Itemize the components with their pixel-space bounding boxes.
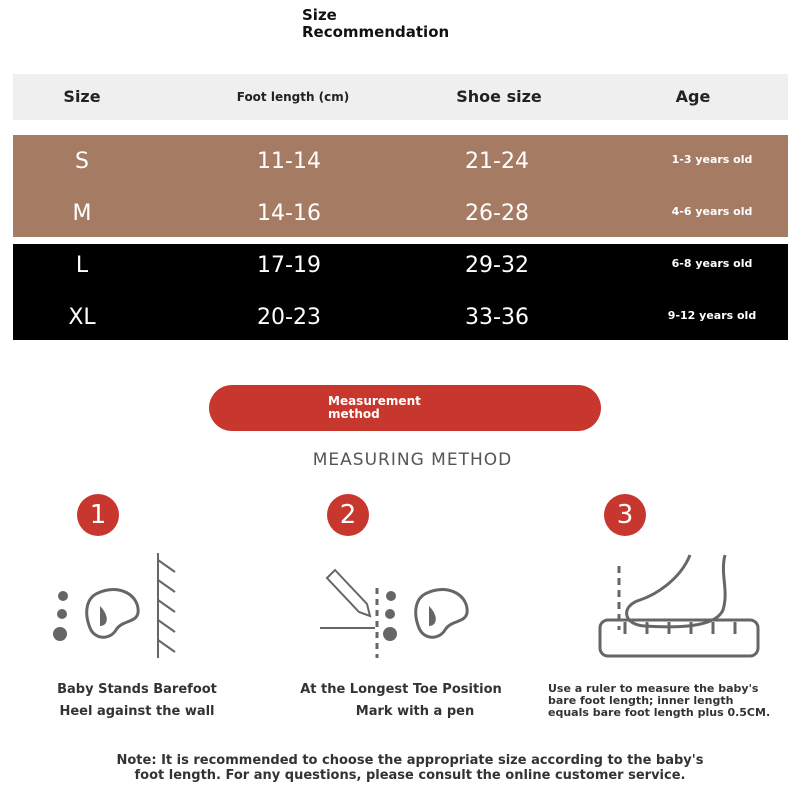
header-size: Size xyxy=(63,87,101,106)
step-2-badge: 2 xyxy=(327,494,369,536)
footprint-wall-icon xyxy=(53,553,176,658)
foot-ruler-icon xyxy=(598,554,760,658)
step-2-caption: At the Longest Toe Position Mark with a … xyxy=(300,682,502,719)
step-3-badge: 3 xyxy=(604,494,646,536)
step-1-badge: 1 xyxy=(77,494,119,536)
header-foot-length: Foot length (cm) xyxy=(236,90,350,104)
step-1-caption: Baby Stands Barefoot Heel against the wa… xyxy=(57,682,217,719)
step-3-caption: Use a ruler to measure the baby's bare f… xyxy=(548,682,771,719)
pen-mark-footprint-icon xyxy=(320,568,469,658)
table-row: L 17-19 29-32 6-8 years old xyxy=(75,253,753,278)
table-row: XL 20-23 33-36 9-12 years old xyxy=(68,305,757,330)
section-heading: MEASURING METHOD xyxy=(312,450,513,470)
table-row: S 11-14 21-24 1-3 years old xyxy=(75,149,753,174)
header-shoe-size: Shoe size xyxy=(456,87,542,106)
table-row: M 14-16 26-28 4-6 years old xyxy=(72,201,753,226)
note-text: Note: It is recommended to choose the ap… xyxy=(116,753,704,783)
table-band-brown: S 11-14 21-24 1-3 years old M 14-16 26-2… xyxy=(13,135,788,237)
table-header: Size Foot length (cm) Shoe size Age xyxy=(13,74,788,120)
page-title: Size Recommendation xyxy=(302,6,450,41)
table-band-black: L 17-19 29-32 6-8 years old XL 20-23 33-… xyxy=(13,244,788,340)
measurement-method-button[interactable]: Measurement method xyxy=(209,385,601,431)
header-age: Age xyxy=(675,87,711,106)
